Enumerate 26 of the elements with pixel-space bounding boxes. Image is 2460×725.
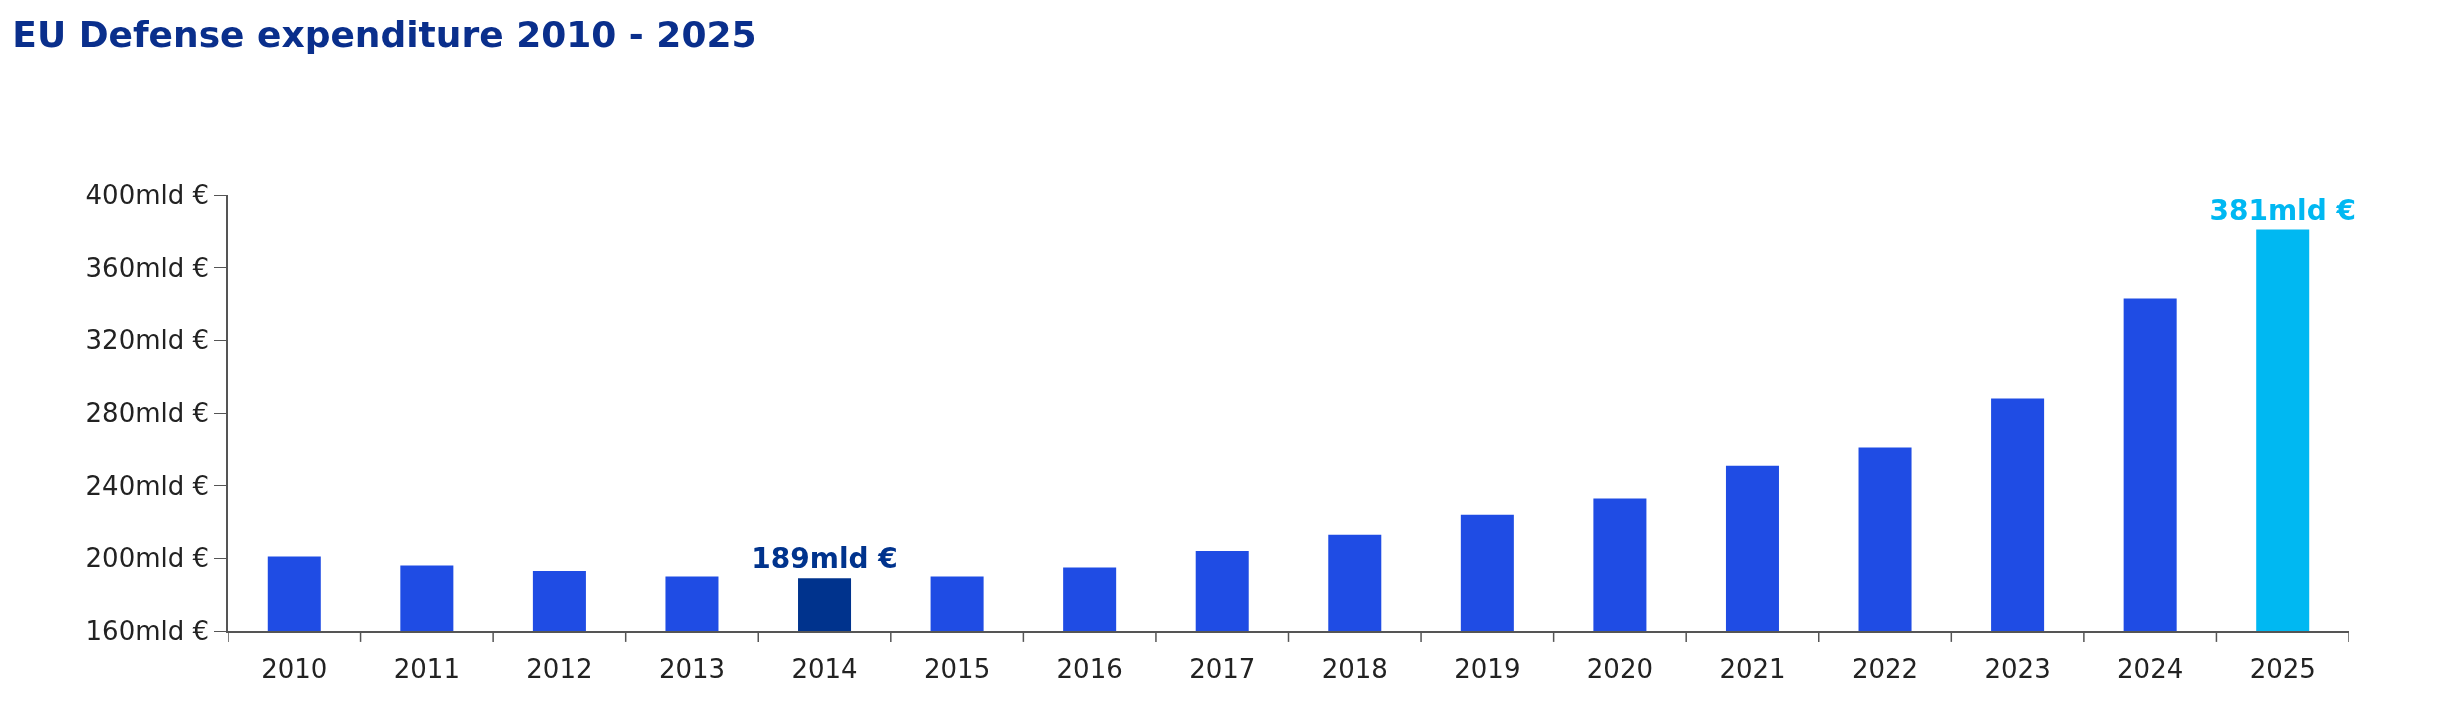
chart-title: EU Defense expenditure 2010 - 2025 <box>12 13 757 55</box>
x-tick-label: 2016 <box>1056 653 1123 684</box>
x-tick-label: 2023 <box>1984 653 2051 684</box>
x-tick-label: 2010 <box>261 653 328 684</box>
x-tick-label: 2020 <box>1586 653 1653 684</box>
y-tick-label: 280mld € <box>85 398 210 429</box>
x-tick-label: 2015 <box>924 653 991 684</box>
x-tick-label: 2018 <box>1321 653 1388 684</box>
x-tick-label: 2012 <box>526 653 593 684</box>
y-tick-label: 360mld € <box>85 252 210 283</box>
x-tick-label: 2021 <box>1719 653 1786 684</box>
data-label: 381mld € <box>2209 193 2356 227</box>
y-tick-label: 320mld € <box>85 325 210 356</box>
x-tick-label: 2014 <box>791 653 858 684</box>
x-tick-label: 2025 <box>2249 653 2316 684</box>
x-tick-label: 2011 <box>393 653 460 684</box>
x-tick-label: 2022 <box>1851 653 1919 684</box>
y-tick-label: 240mld € <box>85 470 210 501</box>
x-tick-label: 2017 <box>1189 653 1256 684</box>
y-tick-label: 400mld € <box>85 180 210 211</box>
x-tick-label: 2024 <box>2117 653 2184 684</box>
y-tick-label: 160mld € <box>85 616 210 647</box>
data-label: 189mld € <box>751 542 898 576</box>
x-tick-label: 2019 <box>1454 653 1521 684</box>
y-tick-label: 200mld € <box>85 543 210 574</box>
x-tick-label: 2013 <box>658 653 726 684</box>
